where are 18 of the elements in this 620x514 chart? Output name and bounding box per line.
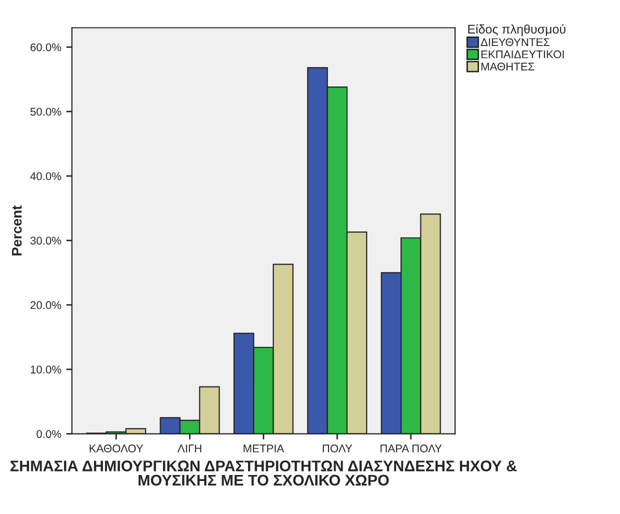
y-axis-title: Percent: [12, 205, 22, 256]
x-tick-label: ΜΕΤΡΙΑ: [244, 444, 284, 452]
x-axis-title: ΣΗΜΑΣΙΑ ΔΗΜΙΟΥΡΓΙΚΩΝ ΔΡΑΣΤΗΡΙΟΤΗΤΩΝ ΔΙΑΣΥΝΔΕΣΗΣ ΗΧΟΥ & ΜΟΥΣΙΚΗΣ ΜΕ ΤΟ ΣΧΟΛΙΚΟ ΧΩΡΟ: [10, 460, 517, 486]
y-tick-label: 20.0%: [30, 301, 62, 310]
y-tick-label: 50.0%: [30, 108, 62, 116]
x-tick-label: ΛΙΓΗ: [178, 444, 202, 452]
x-tick-label: ΠΟΛΥ: [322, 444, 352, 452]
x-tick-label: ΠΑΡΑ ΠΟΛΥ: [380, 444, 442, 452]
y-tick-label: 0.0%: [36, 430, 62, 438]
legend-label: ΕΚΠΑΙΔΕΥΤΙΚΟΙ: [481, 50, 564, 58]
legend-title: Είδος πληθυσμού: [468, 24, 566, 36]
legend-label: ΔΙΕΥΘΥΝΤΕΣ: [480, 38, 550, 46]
y-tick-label: 30.0%: [30, 236, 62, 245]
x-tick-label: ΚΑΘΟΛΟΥ: [90, 444, 144, 452]
y-tick-label: 10.0%: [30, 366, 62, 374]
y-tick-label: 40.0%: [30, 172, 62, 180]
legend-label: ΜΑΘΗΤΕΣ: [481, 62, 534, 70]
y-tick-label: 60.0%: [30, 43, 62, 52]
